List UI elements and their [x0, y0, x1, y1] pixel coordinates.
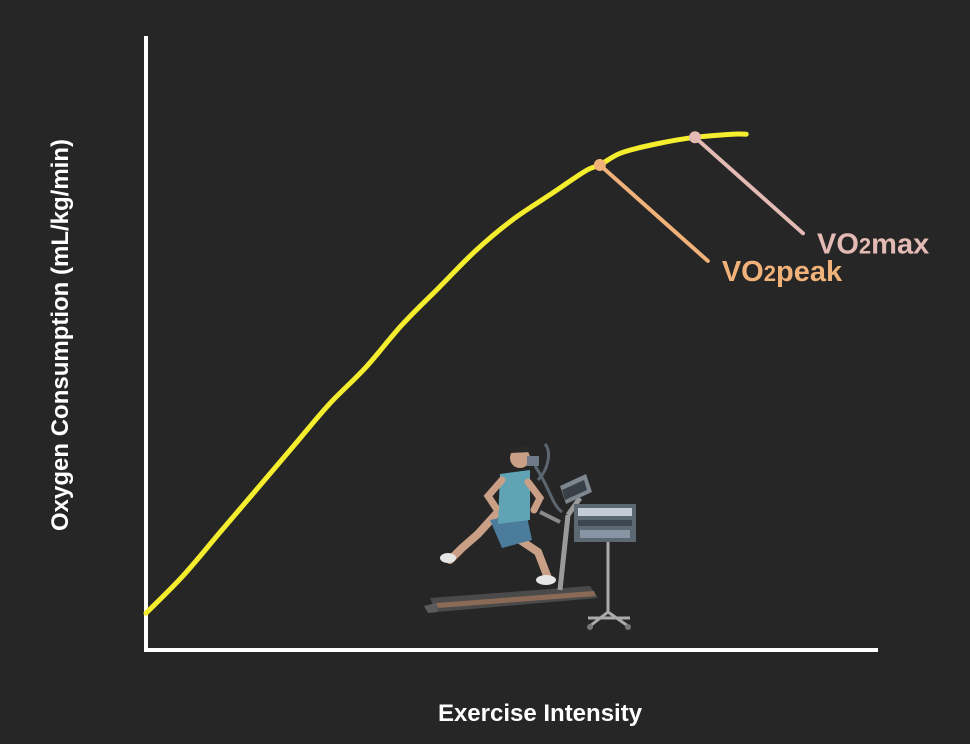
y-axis-title: Oxygen Consumption (mL/kg/min) [47, 139, 74, 531]
annotation-leader-vo2peak [597, 162, 710, 263]
annotation-marker-vo2max [689, 131, 701, 144]
annotation-label-vo2max: VO2max [817, 228, 929, 260]
annotation-leader-vo2max [693, 135, 805, 236]
runner-on-treadmill-icon [424, 443, 636, 630]
annotation-marker-vo2peak [593, 158, 606, 171]
x-axis-title: Exercise Intensity [438, 700, 643, 727]
series-line-vo2 [143, 131, 749, 616]
annotation-label-vo2peak: VO2peak [722, 256, 843, 288]
